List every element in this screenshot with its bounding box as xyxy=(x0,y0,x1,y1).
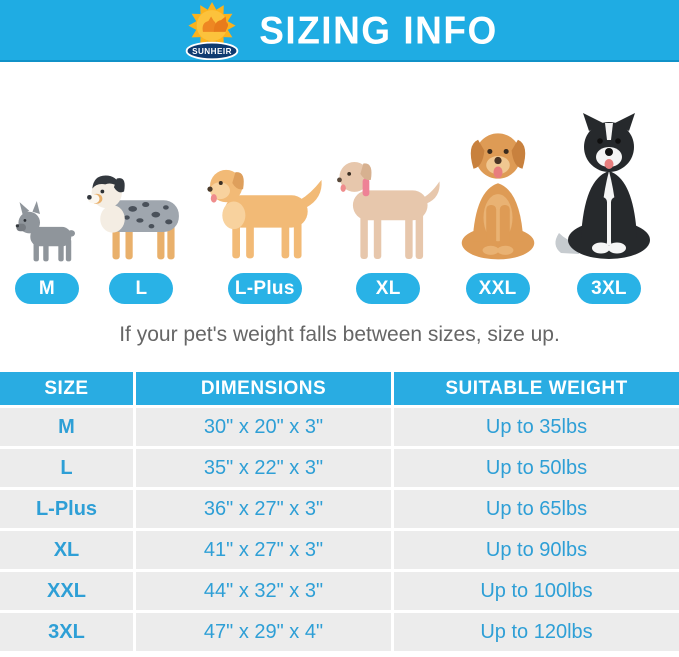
border-collie-sitting-icon xyxy=(555,113,650,259)
size-cell: L-Plus xyxy=(0,490,133,528)
size-cell: XXL xyxy=(0,572,133,610)
size-column-xxl: XXL xyxy=(448,127,548,304)
weight-cell: Up to 100lbs xyxy=(394,572,679,610)
size-cell: L xyxy=(0,449,133,487)
size-column-3xl: 3XL xyxy=(551,113,667,304)
weight-cell: Up to 90lbs xyxy=(394,531,679,569)
dimensions-cell: 47" x 29" x 4" xyxy=(136,613,391,651)
golden-retriever-sitting-icon xyxy=(461,133,534,260)
dimensions-cell: 35" x 22" x 3" xyxy=(136,449,391,487)
size-badge-3xl: 3XL xyxy=(576,273,641,304)
golden-retriever-standing-icon xyxy=(207,169,322,259)
column-header-weight: SUITABLE WEIGHT xyxy=(394,372,679,405)
size-badge-xxl: XXL xyxy=(465,273,530,304)
labrador-standing-icon xyxy=(337,161,440,260)
logo-dog-icon xyxy=(214,16,229,32)
column-header-size: SIZE xyxy=(0,372,133,405)
weight-cell: Up to 65lbs xyxy=(394,490,679,528)
weight-cell: Up to 50lbs xyxy=(394,449,679,487)
size-cell: 3XL xyxy=(0,613,133,651)
size-column-l-plus: L-Plus xyxy=(201,163,329,304)
dog-size-row: M L xyxy=(0,62,679,304)
size-badge-xl: XL xyxy=(356,273,421,304)
australian-shepherd-icon xyxy=(87,175,180,260)
collar xyxy=(362,178,370,197)
dimensions-cell: 41" x 27" x 3" xyxy=(136,531,391,569)
size-column-xl: XL xyxy=(332,155,444,304)
size-badge-l-plus: L-Plus xyxy=(227,273,302,304)
dimensions-cell: 30" x 20" x 3" xyxy=(136,408,391,446)
page-title: SIZING INFO xyxy=(259,8,498,52)
size-cell: M xyxy=(0,408,133,446)
header-banner: SUNHEIR SIZING INFO xyxy=(0,0,679,62)
size-cell: XL xyxy=(0,531,133,569)
dimensions-cell: 44" x 32" x 3" xyxy=(136,572,391,610)
size-column-l: L xyxy=(85,167,197,304)
weight-cell: Up to 120lbs xyxy=(394,613,679,651)
size-badge-m: M xyxy=(15,273,79,304)
sunheir-logo: SUNHEIR xyxy=(185,2,239,60)
brand-name: SUNHEIR xyxy=(192,47,232,56)
dimensions-cell: 36" x 27" x 3" xyxy=(136,490,391,528)
sizing-table: SIZE DIMENSIONS SUITABLE WEIGHT M 30" x … xyxy=(0,372,679,651)
column-header-dimensions: DIMENSIONS xyxy=(136,372,391,405)
size-column-m: M xyxy=(12,201,82,304)
sizing-note: If your pet's weight falls between sizes… xyxy=(119,323,560,346)
sun-icon xyxy=(188,2,236,50)
french-bulldog-icon xyxy=(15,201,75,262)
logo-dog-icon xyxy=(202,16,216,32)
size-badge-l: L xyxy=(109,273,174,304)
weight-cell: Up to 35lbs xyxy=(394,408,679,446)
